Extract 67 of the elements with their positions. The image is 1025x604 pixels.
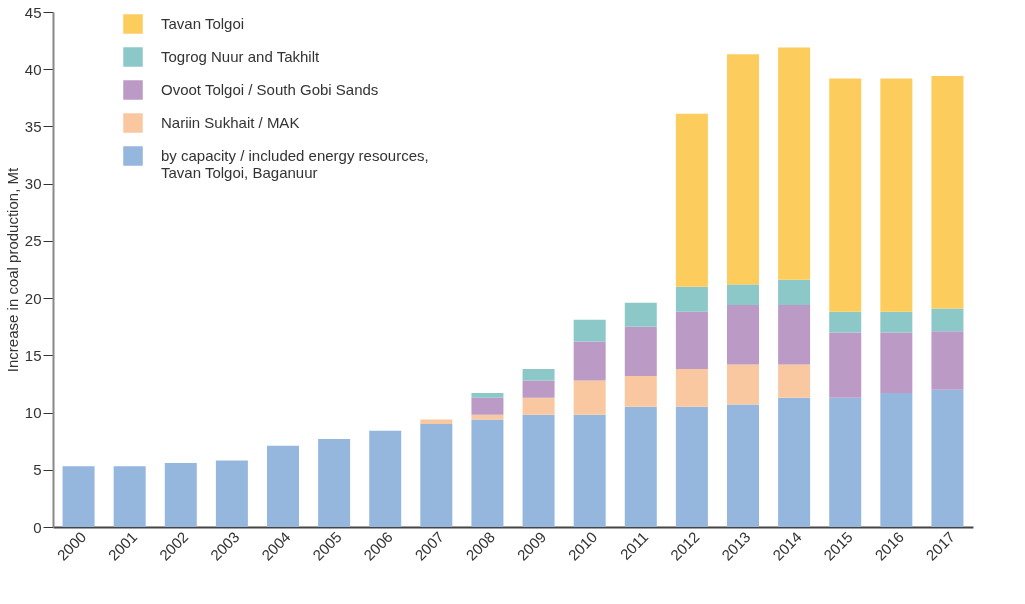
bar xyxy=(267,445,299,527)
y-tick-label: 10 xyxy=(24,404,42,422)
bar xyxy=(113,466,146,527)
bar xyxy=(778,304,811,365)
bar xyxy=(624,406,657,527)
legend-label: by capacity / included energy resources, Tavan Tolgoi, Baganuur xyxy=(161,147,429,181)
y-tick-label: 25 xyxy=(24,232,42,250)
bar xyxy=(624,302,657,327)
bar xyxy=(420,419,453,424)
bar xyxy=(829,311,862,333)
legend-label: Nariin Sukhait / MAK xyxy=(161,114,300,131)
bar xyxy=(880,78,913,312)
bar xyxy=(727,304,759,365)
y-tick-label: 15 xyxy=(24,346,42,364)
bar xyxy=(624,375,657,407)
y-tick-label: 30 xyxy=(24,175,42,193)
bar xyxy=(573,341,606,381)
bar xyxy=(522,397,555,415)
bar xyxy=(675,406,708,527)
bar xyxy=(573,380,606,415)
bar xyxy=(880,393,913,527)
bar xyxy=(727,54,759,285)
bar xyxy=(931,331,964,390)
y-tick-label: 45 xyxy=(24,3,42,21)
bar xyxy=(727,364,759,405)
bar xyxy=(522,414,555,527)
legend-label: Tavan Tolgoi xyxy=(161,15,245,32)
bar xyxy=(778,279,811,305)
bar xyxy=(471,419,504,527)
y-tick-label: 0 xyxy=(33,518,42,536)
bar xyxy=(675,286,708,312)
bar xyxy=(829,332,862,398)
bar xyxy=(675,311,708,370)
bar xyxy=(778,364,811,398)
bar xyxy=(522,380,555,398)
bar xyxy=(880,332,913,394)
bar xyxy=(829,78,862,312)
bar xyxy=(778,47,811,280)
bar xyxy=(318,438,351,527)
y-axis-title: Increase in coal production, Mt xyxy=(3,167,21,373)
y-tick-label: 35 xyxy=(24,117,42,135)
bar xyxy=(164,462,197,527)
bar xyxy=(62,466,95,527)
bar xyxy=(778,397,811,527)
bar xyxy=(829,397,862,527)
bar xyxy=(624,326,657,376)
bar xyxy=(727,284,759,305)
bar xyxy=(931,308,964,332)
bar xyxy=(522,369,555,381)
bar xyxy=(880,311,913,333)
bar xyxy=(573,414,606,527)
y-tick-label: 40 xyxy=(24,60,42,78)
bar xyxy=(471,397,504,415)
bar xyxy=(420,424,453,527)
bar xyxy=(727,404,759,527)
legend-label: Ovoot Tolgoi / South Gobi Sands xyxy=(161,81,379,98)
bar xyxy=(675,113,708,287)
bar xyxy=(675,369,708,407)
bar xyxy=(471,393,504,398)
bar xyxy=(215,460,248,527)
y-tick-label: 20 xyxy=(24,289,42,307)
y-tick-label: 5 xyxy=(33,461,42,479)
bar xyxy=(573,319,606,342)
legend-label: Togrog Nuur and Takhilt xyxy=(161,48,320,65)
bar xyxy=(369,430,402,527)
bar xyxy=(931,76,964,309)
bar xyxy=(931,389,964,527)
